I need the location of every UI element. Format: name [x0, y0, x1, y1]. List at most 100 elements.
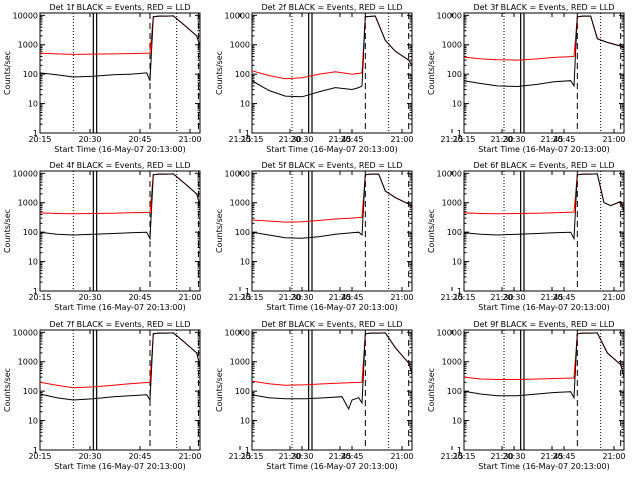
y-tick-label: 100: [23, 387, 38, 396]
y-tick-label: 10000: [437, 328, 462, 337]
y-axis-label: Counts/sec: [427, 51, 436, 95]
x-tick-label: 21:00: [602, 135, 625, 144]
x-axis-label: Start Time (16-May-07 20:13:00): [478, 303, 609, 312]
chart-panel-9: Det 9f BLACK = Events, RED = LLD 1 10 100 10…: [427, 320, 626, 471]
chart-title: Det 4f BLACK = Events, RED = LLD: [49, 161, 190, 170]
x-tick-label: 21:30: [278, 293, 301, 302]
x-tick-label: 21:45: [328, 452, 351, 461]
chart-panel-1: Det 1f BLACK = Events, RED = LLD 1 10 100 10…: [3, 3, 352, 154]
chart-title: Det 8f BLACK = Events, RED = LLD: [261, 320, 402, 329]
y-tick-label: 10: [240, 100, 250, 109]
x-tick-label: 20:45: [340, 452, 363, 461]
y-tick-label: 10: [28, 100, 38, 109]
y-axis-label: Counts/sec: [215, 51, 224, 95]
y-tick-label: 100: [447, 228, 462, 237]
series-line-lld: [39, 15, 201, 55]
y-tick-label: 10000: [437, 169, 462, 178]
chart-title: Det 3f BLACK = Events, RED = LLD: [473, 3, 614, 12]
y-tick-label: 10: [452, 258, 462, 267]
x-tick-label: 21:00: [178, 452, 201, 461]
x-tick-label: 20:30: [502, 293, 525, 302]
y-tick-label: 10000: [437, 11, 462, 20]
y-tick-label: 10000: [225, 328, 250, 337]
series-line-events: [463, 332, 625, 400]
y-tick-label: 1: [33, 287, 38, 296]
y-tick-label: 10: [452, 100, 462, 109]
y-tick-label: 100: [23, 70, 38, 79]
x-tick-label: 20:45: [128, 452, 151, 461]
y-tick-label: 10000: [13, 11, 38, 20]
y-tick-label: 1000: [18, 199, 38, 208]
chart-title: Det 1f BLACK = Events, RED = LLD: [49, 3, 190, 12]
y-tick-label: 100: [447, 70, 462, 79]
x-tick-label: 21:00: [178, 293, 201, 302]
x-tick-label: 21:00: [390, 452, 413, 461]
x-tick-label: 20:15: [452, 293, 475, 302]
y-tick-label: 100: [235, 387, 250, 396]
x-tick-label: 21:45: [540, 293, 563, 302]
plot-frame: [251, 12, 413, 134]
chart-panel-5: Det 5f BLACK = Events, RED = LLD 1 10 100 10…: [215, 161, 564, 312]
y-tick-label: 1: [245, 446, 250, 455]
x-tick-label: 20:45: [552, 135, 575, 144]
x-tick-label: 20:45: [340, 293, 363, 302]
chart-title: Det 7f BLACK = Events, RED = LLD: [49, 320, 190, 329]
y-tick-label: 1000: [442, 199, 462, 208]
chart-panel-6: Det 6f BLACK = Events, RED = LLD 1 10 100 10…: [427, 161, 626, 312]
y-tick-label: 1: [33, 129, 38, 138]
x-tick-label: 21:15: [228, 452, 251, 461]
series-line-lld: [463, 15, 625, 61]
y-tick-label: 1000: [230, 41, 250, 50]
x-tick-label: 21:30: [278, 452, 301, 461]
series-line-lld: [251, 332, 413, 386]
x-tick-label: 21:30: [490, 293, 513, 302]
plot-frame: [463, 12, 625, 134]
x-tick-label: 21:00: [390, 293, 413, 302]
y-tick-label: 1: [245, 129, 250, 138]
x-tick-label: 20:30: [78, 135, 101, 144]
x-tick-label: 20:45: [128, 293, 151, 302]
series-line-lld: [463, 173, 625, 215]
y-tick-label: 1000: [442, 41, 462, 50]
x-tick-label: 21:15: [440, 452, 463, 461]
x-tick-label: 20:30: [290, 452, 313, 461]
x-tick-label: 20:30: [78, 293, 101, 302]
y-tick-label: 1: [457, 287, 462, 296]
plot-frame: [251, 170, 413, 292]
x-tick-label: 21:00: [178, 135, 201, 144]
chart-panel-8: Det 8f BLACK = Events, RED = LLD 1 10 100 10…: [215, 320, 564, 471]
y-tick-label: 1: [457, 129, 462, 138]
x-tick-label: 20:15: [240, 452, 263, 461]
y-tick-label: 100: [235, 228, 250, 237]
x-tick-label: 20:45: [552, 452, 575, 461]
x-tick-label: 20:45: [340, 135, 363, 144]
x-axis-label: Start Time (16-May-07 20:13:00): [478, 145, 609, 154]
series-line-events: [463, 15, 625, 88]
y-tick-label: 100: [235, 70, 250, 79]
y-tick-label: 100: [447, 387, 462, 396]
plot-frame: [39, 12, 201, 134]
y-tick-label: 1: [245, 287, 250, 296]
x-tick-label: 21:15: [440, 135, 463, 144]
series-line-events: [251, 173, 413, 239]
y-tick-label: 10000: [225, 11, 250, 20]
series-line-lld: [251, 15, 413, 80]
x-tick-label: 20:15: [240, 293, 263, 302]
x-tick-label: 21:00: [602, 293, 625, 302]
x-tick-label: 21:45: [328, 293, 351, 302]
y-tick-label: 100: [23, 228, 38, 237]
y-tick-label: 10: [240, 258, 250, 267]
series-line-events: [251, 15, 413, 98]
y-tick-label: 1000: [442, 358, 462, 367]
x-tick-label: 20:15: [452, 452, 475, 461]
x-tick-label: 20:45: [128, 135, 151, 144]
x-tick-label: 21:45: [540, 452, 563, 461]
x-tick-label: 20:30: [78, 452, 101, 461]
x-tick-label: 20:30: [502, 452, 525, 461]
x-tick-label: 21:30: [490, 135, 513, 144]
y-tick-label: 10000: [225, 169, 250, 178]
y-tick-label: 1000: [18, 358, 38, 367]
x-tick-label: 21:30: [278, 135, 301, 144]
series-line-events: [251, 332, 413, 411]
